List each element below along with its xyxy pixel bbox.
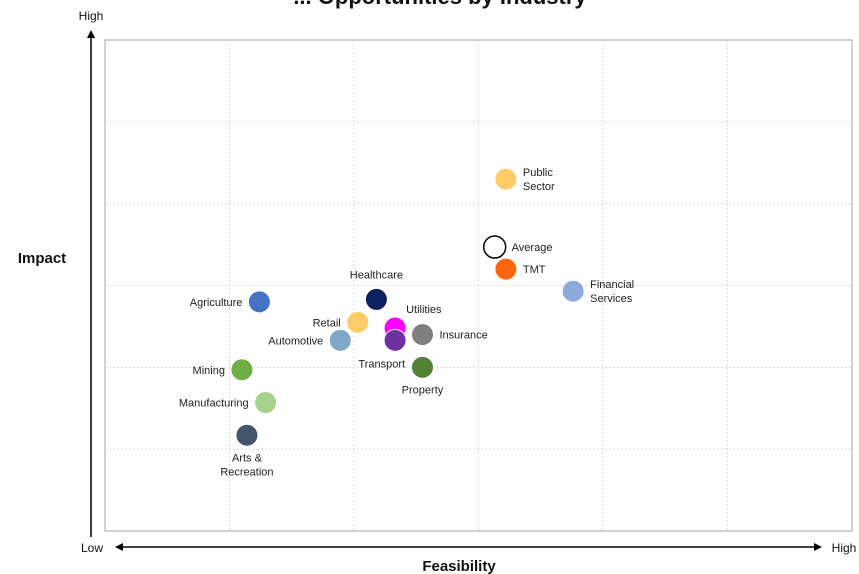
point-label: Automotive [268, 335, 323, 347]
x-axis-title: Feasibility [422, 558, 496, 574]
data-labels: Public Sector Average TMT Financial Services H… [179, 167, 634, 478]
data-point [383, 328, 407, 352]
data-point [230, 358, 254, 382]
x-axis-low-label: Low [81, 541, 103, 555]
point-label: Mining [193, 365, 225, 377]
point-label: Agriculture [190, 297, 243, 309]
data-point [494, 167, 518, 191]
point-label: Manufacturing [179, 398, 249, 410]
data-point [410, 323, 434, 347]
point-label: Property [402, 384, 444, 396]
x-axis-high-label: High [832, 541, 857, 555]
point-label: Retail [313, 317, 341, 329]
grid [105, 40, 852, 531]
chart-title: ... Opportunities by Industry [293, 0, 587, 9]
data-point [561, 279, 585, 303]
y-axis-high-label: High [79, 9, 104, 23]
data-point [254, 391, 278, 415]
point-label: Financial Services [590, 279, 634, 305]
data-point [494, 257, 518, 281]
point-label: Transport [358, 358, 405, 370]
data-point [247, 290, 271, 314]
point-label: Healthcare [350, 269, 403, 281]
point-label: Average [512, 242, 553, 254]
point-label: Insurance [439, 330, 487, 342]
point-label: Public Sector [523, 167, 555, 193]
data-point [346, 310, 370, 334]
point-label: Utilities [406, 304, 442, 316]
y-axis-title: Impact [18, 250, 66, 267]
data-point [328, 328, 352, 352]
data-point [410, 355, 434, 379]
point-label: TMT [523, 264, 546, 276]
data-points [230, 167, 585, 447]
data-point [364, 287, 388, 311]
data-point [482, 235, 507, 259]
data-point [235, 423, 259, 447]
point-label: Arts & Recreation [220, 452, 273, 478]
